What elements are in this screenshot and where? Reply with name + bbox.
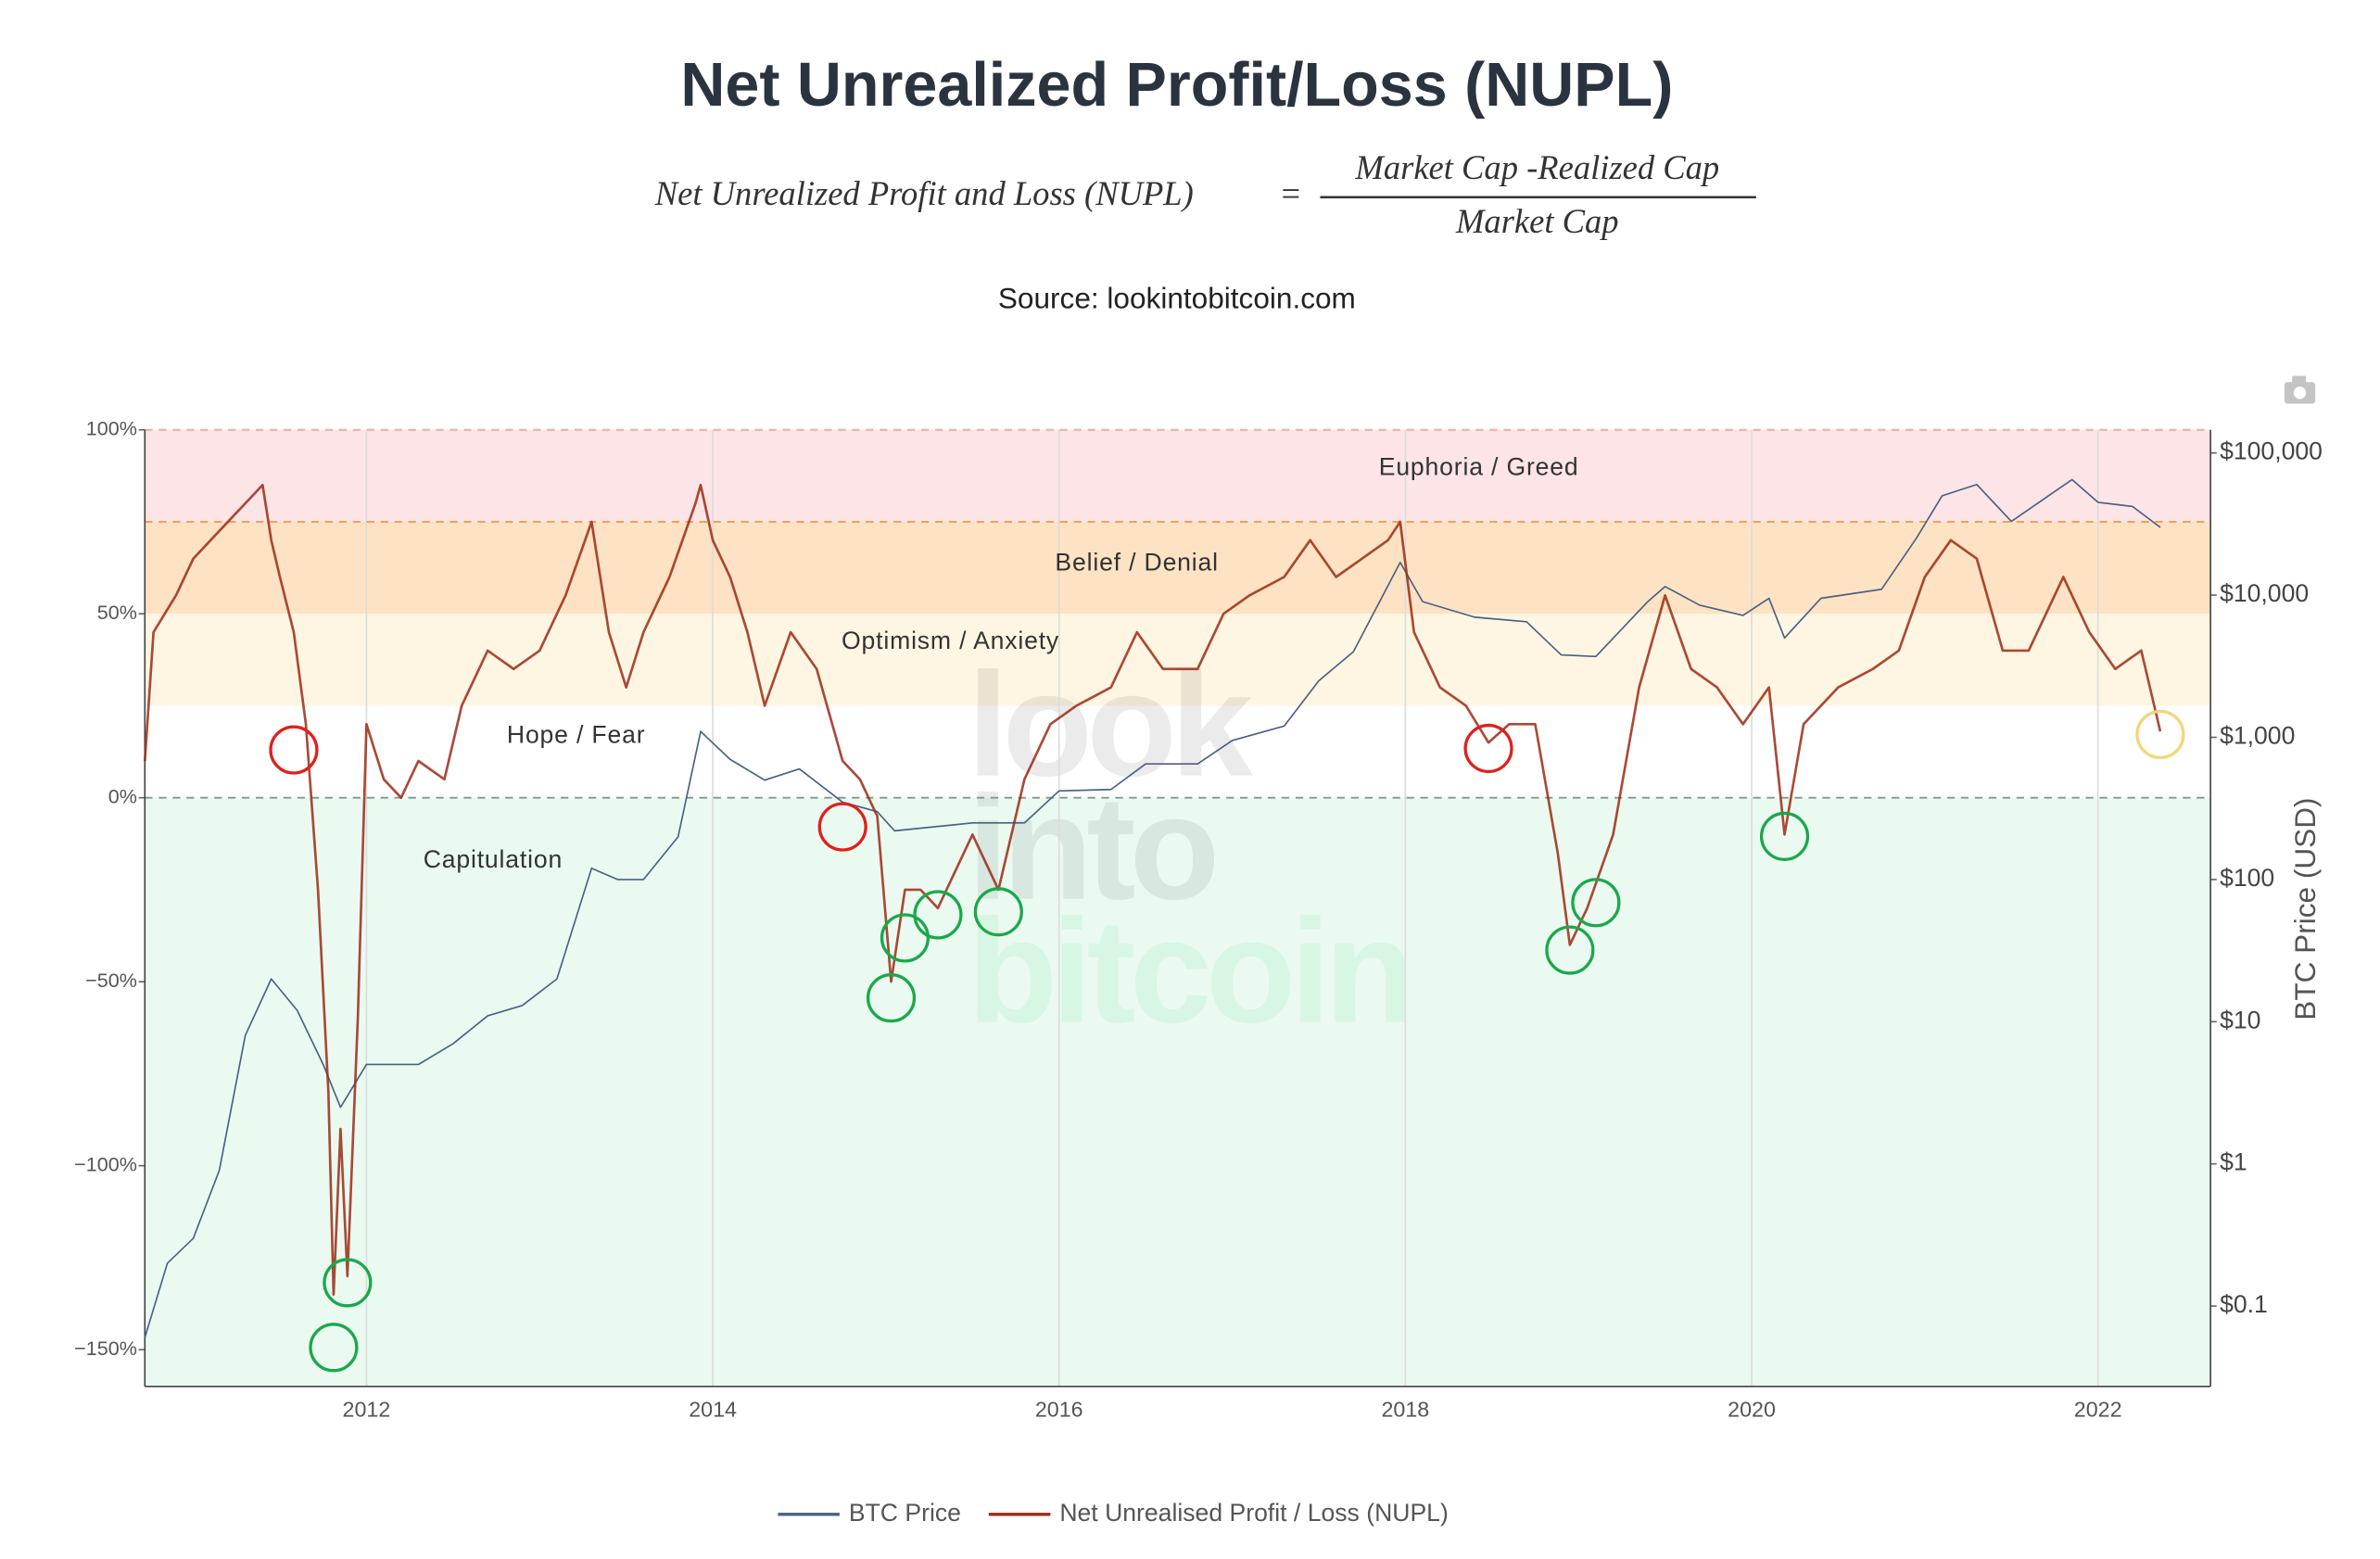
- y-tick-label: −100%: [74, 1152, 137, 1175]
- y-tick-label: 50%: [97, 601, 137, 624]
- zone-label: Belief / Denial: [1055, 548, 1218, 576]
- series-line: [143, 483, 2162, 1296]
- x-tick-label: 2014: [689, 1398, 737, 1422]
- y2-tick-label: $1: [2220, 1148, 2247, 1176]
- y-tick-label: −50%: [85, 969, 137, 992]
- annotation-circle: [1571, 878, 1621, 928]
- y2-axis-title: BTC Price (USD): [2288, 797, 2322, 1020]
- zone-band: [145, 797, 2211, 1387]
- zone-band: [145, 429, 2211, 522]
- x-tick-label: 2016: [1035, 1398, 1083, 1422]
- chart-title: Net Unrealized Profit/Loss (NUPL): [680, 51, 1673, 120]
- formula-equals: =: [1282, 174, 1301, 212]
- zone-band: [145, 705, 2211, 798]
- y2-tick-label: $1,000: [2220, 722, 2295, 750]
- zone-label: Hope / Fear: [507, 720, 645, 748]
- legend-item: Net Unrealised Profit / Loss (NUPL): [988, 1499, 1449, 1527]
- y2-tick-label: $10,000: [2220, 579, 2309, 607]
- subtitle: Source: lookintobitcoin.com: [998, 281, 1356, 314]
- annotation-circle: [1759, 811, 1810, 861]
- y2-tick-label: $10: [2220, 1006, 2260, 1033]
- watermark: lookintobitcoin: [968, 642, 1415, 1054]
- annotation-circle: [323, 1258, 373, 1308]
- annotation-circle: [2135, 709, 2185, 760]
- annotation-circle: [309, 1323, 359, 1373]
- annotation-circle: [1463, 723, 1513, 774]
- series-line: [144, 478, 2161, 1338]
- annotation-circle: [269, 725, 319, 775]
- camera-icon[interactable]: [2284, 375, 2316, 404]
- zone-label: Euphoria / Greed: [1379, 452, 1579, 480]
- annotation-circle: [1545, 925, 1595, 975]
- y2-tick-label: $100,000: [2220, 437, 2323, 465]
- formula-numerator: Market Cap -Realized Cap: [1354, 148, 1719, 186]
- watermark-word: bitcoin: [968, 889, 1409, 1054]
- x-tick-label: 2020: [1728, 1398, 1776, 1422]
- y2-tick-label: $100: [2220, 864, 2274, 892]
- x-tick-label: 2022: [2074, 1398, 2122, 1422]
- zone-band: [145, 614, 2211, 706]
- formula-denominator: Market Cap: [1455, 202, 1619, 240]
- x-tick-label: 2018: [1382, 1398, 1430, 1422]
- watermark-word: into: [968, 766, 1215, 931]
- legend-item: BTC Price: [778, 1499, 961, 1527]
- x-tick-label: 2012: [343, 1398, 391, 1422]
- zone-label: Capitulation: [424, 845, 563, 873]
- legend-label: Net Unrealised Profit / Loss (NUPL): [1059, 1499, 1449, 1527]
- annotation-circle: [880, 913, 930, 963]
- plot-background: [145, 429, 2211, 1387]
- zone-band: [145, 521, 2211, 615]
- legend-label: BTC Price: [849, 1499, 961, 1527]
- camera-lens[interactable]: [2293, 387, 2307, 399]
- y-tick-label: 0%: [108, 784, 137, 807]
- annotation-circle: [973, 887, 1023, 937]
- y-tick-label: 100%: [86, 416, 137, 439]
- formula: Net Unrealized Profit and Loss (NUPL) = …: [654, 148, 1756, 240]
- watermark-word: look: [968, 642, 1253, 807]
- y2-tick-label: $0.1: [2220, 1290, 2268, 1318]
- camera-top[interactable]: [2292, 375, 2307, 384]
- y-tick-label: −150%: [74, 1337, 137, 1360]
- annotation-circle: [817, 802, 867, 852]
- zone-label: Optimism / Anxiety: [842, 627, 1059, 654]
- annotation-circle: [866, 973, 917, 1023]
- formula-lhs: Net Unrealized Profit and Loss (NUPL): [654, 174, 1194, 212]
- annotation-circle: [913, 890, 963, 940]
